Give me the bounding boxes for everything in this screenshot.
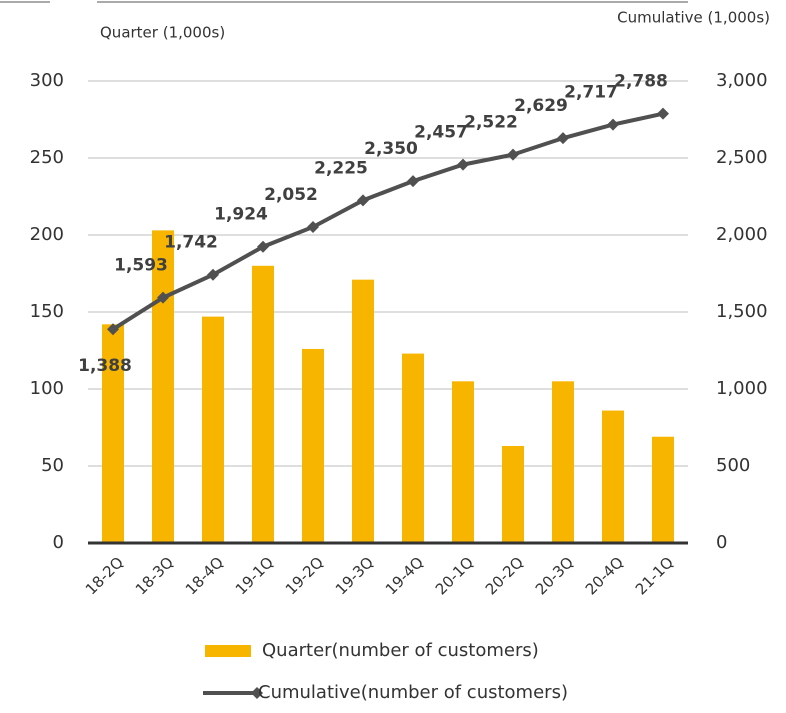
data-label: 2,788 [614,72,668,92]
x-tick-label: 19-1Q [232,553,277,598]
x-tick-label: 19-4Q [382,553,427,598]
data-label: 2,225 [314,158,368,178]
x-tick-label: 20-3Q [532,553,577,598]
legend-marker [251,687,263,699]
data-label: 2,717 [564,83,618,103]
x-tick-label: 18-3Q [132,553,177,598]
y-tick-label: 0 [53,532,64,553]
legend-label: Cumulative(number of customers) [258,682,568,703]
y2-tick-label: 500 [716,455,750,476]
data-label: 1,924 [214,205,268,225]
data-label: 1,593 [114,256,168,276]
marker [107,323,119,336]
marker [357,194,369,207]
line [111,111,664,331]
bar [652,436,674,543]
marker [307,220,319,233]
x-tick-label: 19-2Q [282,553,327,598]
y-tick-label: 100 [30,378,64,399]
marker [657,107,669,120]
x-tick-label: 20-1Q [432,553,477,598]
marker [507,148,519,161]
y2-tick-label: 0 [716,532,727,553]
x-tick-label: 20-2Q [482,553,527,598]
marker [407,175,419,188]
y-tick-label: 300 [30,70,64,91]
marker [157,291,169,304]
legend-label: Quarter(number of customers) [262,640,539,661]
y2-tick-label: 1,000 [716,378,768,399]
marker [607,118,619,131]
data-label: 2,052 [264,185,318,205]
y2-tick-label: 2,000 [716,224,768,245]
y-axis-label: Quarter (1,000s) [100,24,225,42]
bar [302,348,324,543]
data-label: 2,522 [464,113,518,133]
data-label: 2,629 [514,96,568,116]
bar [252,265,274,543]
legend-swatch [205,645,251,657]
marker [557,132,569,145]
data-label: 2,350 [364,139,418,159]
bar [102,324,124,543]
x-tick-label: 18-2Q [82,553,127,598]
bar [402,353,424,543]
marker [257,240,269,253]
y-tick-label: 200 [30,224,64,245]
data-label: 1,742 [164,233,218,253]
bar [152,230,174,543]
x-tick-label: 20-4Q [582,553,627,598]
y-tick-label: 250 [30,147,64,168]
x-tick-label: 18-4Q [182,553,227,598]
y-tick-label: 50 [41,455,64,476]
y2-tick-label: 2,500 [716,147,768,168]
bar [502,445,524,543]
data-label: 2,457 [414,123,468,143]
y2-tick-label: 3,000 [716,70,768,91]
marker [457,158,469,171]
bar [452,381,474,543]
bar [202,316,224,543]
x-tick-label: 21-1Q [632,553,677,598]
data-label: 1,388 [78,356,132,376]
bar [352,279,374,543]
y-tick-label: 150 [30,301,64,322]
y2-axis-label: Cumulative (1,000s) [617,9,770,27]
y2-tick-label: 1,500 [716,301,768,322]
bar [602,410,624,543]
x-tick-label: 19-3Q [332,553,377,598]
marker [207,268,219,281]
bar [552,381,574,543]
